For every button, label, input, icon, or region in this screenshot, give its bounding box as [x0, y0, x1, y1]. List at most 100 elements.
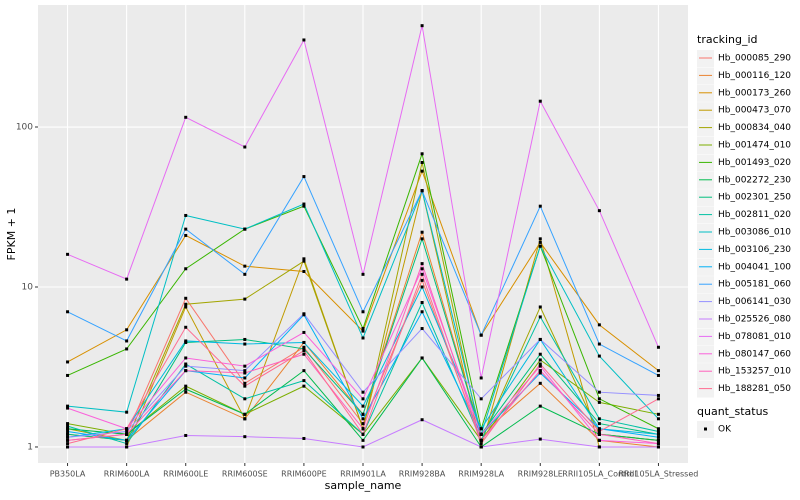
data-point: [66, 252, 70, 256]
data-point: [597, 342, 601, 346]
data-point: [243, 227, 247, 231]
data-point: [538, 437, 542, 441]
data-point: [66, 424, 70, 428]
data-point: [361, 390, 365, 394]
data-point: [184, 364, 188, 368]
x-tick-label: RRIM928LE: [518, 470, 563, 479]
data-point: [361, 427, 365, 431]
y-axis-title: FPKM + 1: [5, 208, 18, 261]
data-point: [420, 300, 424, 304]
data-point: [656, 417, 660, 421]
data-point: [597, 429, 601, 433]
data-point: [184, 267, 188, 271]
legend-label: Hb_000834_040: [718, 123, 791, 133]
data-point: [302, 340, 306, 344]
data-point: [243, 376, 247, 380]
data-point: [597, 400, 601, 404]
data-point: [656, 345, 660, 349]
data-point: [538, 204, 542, 208]
data-point: [361, 438, 365, 442]
data-point: [66, 373, 70, 377]
data-point: [302, 330, 306, 334]
data-point: [184, 302, 188, 306]
data-point: [243, 371, 247, 375]
data-point: [302, 384, 306, 388]
legend-label: Hb_000473_070: [718, 106, 791, 116]
data-point: [656, 393, 660, 397]
data-point: [243, 381, 247, 385]
x-tick-label: RRIM600LA: [104, 470, 150, 479]
data-point: [243, 412, 247, 416]
data-point: [184, 362, 188, 366]
data-point: [597, 323, 601, 327]
data-point: [66, 406, 70, 410]
data-point: [361, 272, 365, 276]
data-point: [125, 429, 129, 433]
data-point: [125, 432, 129, 436]
data-point: [597, 397, 601, 401]
data-point: [66, 445, 70, 449]
data-point: [420, 267, 424, 271]
data-point: [66, 427, 70, 431]
data-point: [420, 278, 424, 282]
data-point: [184, 115, 188, 119]
data-point: [361, 412, 365, 416]
data-point: [420, 169, 424, 173]
data-point: [361, 310, 365, 314]
legend-title: tracking_id: [697, 33, 758, 46]
data-point: [302, 349, 306, 353]
data-point: [66, 429, 70, 433]
data-point: [243, 337, 247, 341]
data-point: [243, 342, 247, 346]
data-point: [125, 328, 129, 332]
legend2-swatch: [704, 427, 707, 431]
data-point: [538, 240, 542, 244]
data-point: [420, 237, 424, 241]
data-point: [361, 329, 365, 333]
legend-label: Hb_002272_230: [718, 175, 791, 185]
data-point: [361, 327, 365, 331]
data-point: [184, 387, 188, 391]
data-point: [243, 397, 247, 401]
data-point: [243, 364, 247, 368]
data-point: [243, 145, 247, 149]
data-point: [538, 244, 542, 248]
legend-label: Hb_003086_010: [718, 228, 791, 238]
data-point: [302, 38, 306, 42]
data-point: [597, 422, 601, 426]
data-point: [656, 373, 660, 377]
data-point: [479, 397, 483, 401]
data-point: [597, 209, 601, 213]
data-point: [597, 390, 601, 394]
data-point: [243, 417, 247, 421]
data-point: [125, 427, 129, 431]
data-point: [361, 397, 365, 401]
x-tick-label: RRIM901LA: [340, 470, 386, 479]
legend-label: Hb_001493_020: [718, 158, 791, 168]
data-point: [302, 204, 306, 208]
data-point: [184, 433, 188, 437]
data-point: [656, 445, 660, 449]
data-point: [420, 327, 424, 331]
x-tick-label: RRII105LA_Stressed: [619, 470, 699, 479]
x-axis-title: sample_name: [325, 479, 402, 492]
data-point: [656, 427, 660, 431]
data-point: [125, 438, 129, 442]
data-point: [538, 305, 542, 309]
legend-label: Hb_000116_120: [718, 71, 791, 81]
data-point: [125, 445, 129, 449]
data-point: [184, 296, 188, 300]
data-point: [538, 358, 542, 362]
legend-label: Hb_002811_020: [718, 210, 791, 220]
data-point: [538, 404, 542, 408]
data-point: [243, 264, 247, 268]
data-point: [361, 417, 365, 421]
legend2-label: OK: [718, 425, 732, 435]
data-point: [420, 161, 424, 165]
data-point: [361, 432, 365, 436]
legend-label: Hb_025526_080: [718, 315, 791, 325]
data-point: [302, 352, 306, 356]
data-point: [597, 354, 601, 358]
data-point: [538, 362, 542, 366]
data-point: [302, 369, 306, 373]
